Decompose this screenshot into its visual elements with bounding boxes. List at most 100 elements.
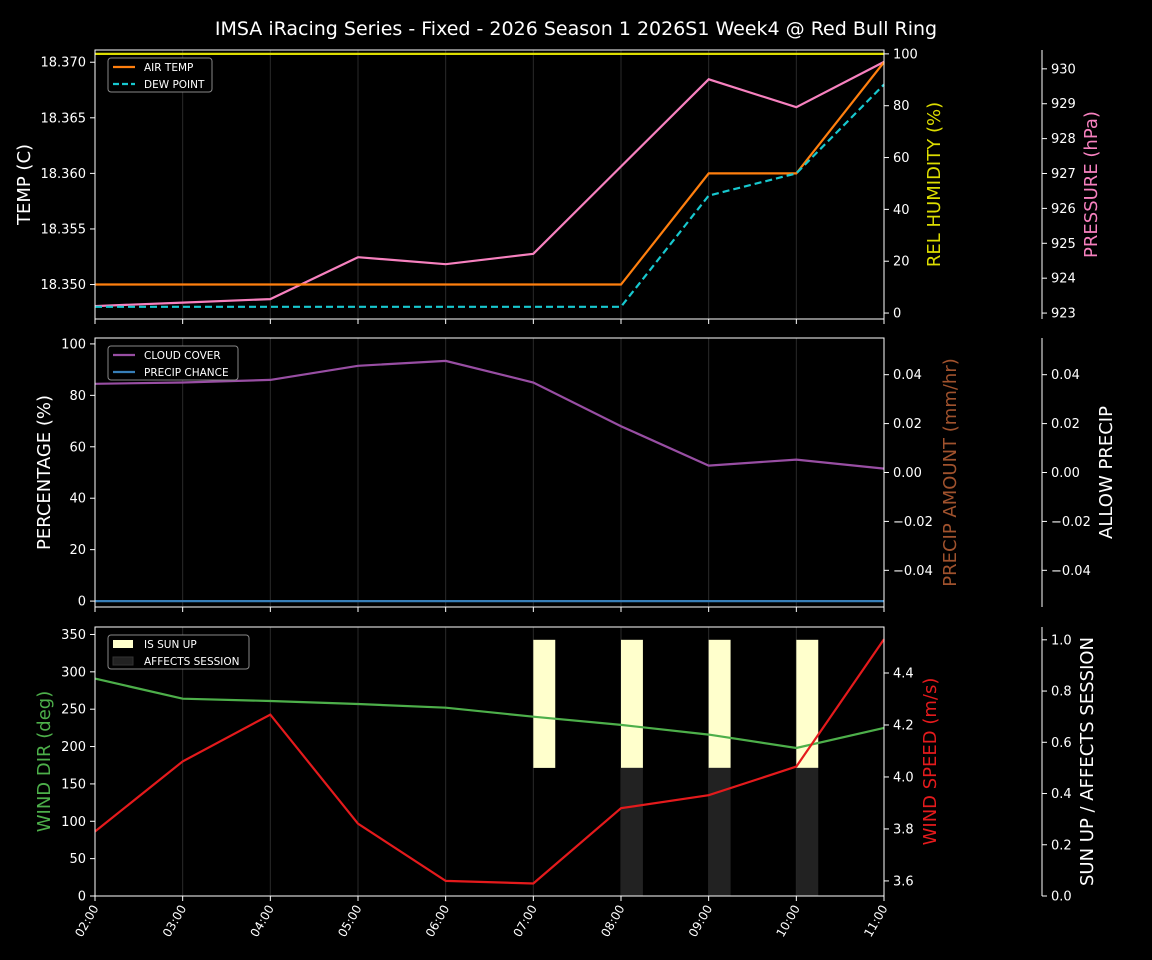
y-tick-label: 60	[69, 440, 86, 455]
y-tick-label: 0	[78, 595, 86, 610]
bar-is-sun-up	[621, 639, 643, 768]
y-tick-label: 0.04	[1051, 368, 1080, 383]
y-tick-label: 0.4	[1051, 787, 1072, 802]
x-tick-label: 06:00	[423, 903, 452, 940]
y-tick-label: 250	[61, 703, 86, 718]
panel-1: 18.350 18.355 18.360 18.365 18.370 TEMP (C) 0 2…	[14, 47, 1102, 324]
legend-label: PRECIP CHANCE	[144, 367, 229, 379]
y-tick-label: 0.00	[893, 466, 922, 481]
x-tick-label: 02:00	[72, 903, 101, 940]
axis-label: PERCENTAGE (%)	[34, 395, 55, 550]
y-tick-label: −0.02	[893, 515, 933, 530]
y-tick-label: 1.0	[1051, 633, 1072, 648]
bar-is-sun-up	[796, 639, 819, 768]
y-tick-label: 4.0	[893, 770, 914, 785]
bar-is-sun-up	[533, 639, 556, 768]
x-tick-label: 08:00	[598, 903, 627, 940]
legend-swatch	[113, 640, 133, 648]
plot-frame	[94, 626, 885, 897]
y-tick-label: 925	[1051, 237, 1076, 252]
y-tick-label: 0.00	[1051, 466, 1080, 481]
y-tick-label: 18.370	[41, 56, 87, 71]
y-tick-label: 20	[69, 543, 86, 558]
legend-box	[107, 345, 239, 381]
y-tick-label: 0.2	[1051, 838, 1072, 853]
y-tick-label: 0	[78, 890, 86, 905]
x-tick-label: 10:00	[774, 903, 803, 940]
axis-label: ALLOW PRECIP	[1096, 406, 1117, 539]
y-tick-label: 100	[893, 47, 918, 62]
y-tick-label: 930	[1051, 62, 1076, 77]
y-tick-label: 0.6	[1051, 736, 1072, 751]
legend-box	[107, 634, 250, 670]
bar-affects-session	[796, 767, 819, 896]
axis-label: PRECIP AMOUNT (mm/hr)	[940, 358, 961, 587]
y-tick-label: 0.02	[1051, 417, 1080, 432]
x-tick-label: 03:00	[160, 903, 189, 940]
y-tick-label: 928	[1051, 132, 1076, 147]
y-tick-label: 350	[61, 628, 86, 643]
y-tick-label: 0.8	[1051, 685, 1072, 700]
y-tick-label: −0.04	[1051, 564, 1091, 579]
y-tick-label: 80	[69, 389, 86, 404]
series-dew-point	[95, 83, 885, 308]
legend: AIR TEMP DEW POINT	[107, 57, 213, 93]
y-tick-label: 4.2	[893, 718, 914, 733]
y-tick-label: 927	[1051, 167, 1076, 182]
axis-label: WIND SPEED (m/s)	[920, 678, 941, 846]
y-tick-label: 926	[1051, 202, 1076, 217]
bar-is-sun-up	[708, 639, 731, 768]
y-tick-label: −0.04	[893, 564, 933, 579]
y-tick-label: 0.02	[893, 417, 922, 432]
y-tick-label: 18.365	[41, 111, 87, 126]
panel-3: 0 50 100 150 200 250 300 350 WIND DIR (deg) 3.6 3.…	[34, 626, 1098, 940]
y-tick-label: 4.4	[893, 667, 914, 682]
y-tick-label: 0.0	[1051, 890, 1072, 905]
legend-label: AIR TEMP	[144, 62, 193, 74]
x-tick-label: 05:00	[335, 903, 364, 940]
y-tick-label: 100	[61, 815, 86, 830]
y-tick-label: 100	[61, 337, 86, 352]
y-tick-label: 3.8	[893, 822, 914, 837]
axis-label: TEMP (C)	[14, 144, 35, 226]
y-tick-label: 50	[69, 852, 86, 867]
legend-label: IS SUN UP	[144, 639, 197, 651]
series-air-temp	[95, 61, 885, 286]
y-tick-label: 40	[893, 203, 910, 218]
legend: CLOUD COVER PRECIP CHANCE	[107, 345, 239, 381]
x-tick-label: 11:00	[861, 903, 890, 940]
x-tick-label: 09:00	[686, 903, 715, 940]
y-tick-label: 20	[893, 255, 910, 270]
axis-label: REL HUMIDITY (%)	[924, 102, 945, 267]
y-tick-label: 924	[1051, 272, 1076, 287]
y-tick-label: 40	[69, 492, 86, 507]
y-tick-label: 0.04	[893, 368, 922, 383]
legend-label: DEW POINT	[144, 79, 205, 91]
axis-label: WIND DIR (deg)	[34, 691, 55, 833]
bar-affects-session	[621, 767, 643, 896]
y-tick-label: 200	[61, 740, 86, 755]
x-tick-label: 07:00	[511, 903, 540, 940]
legend-label: AFFECTS SESSION	[144, 656, 240, 668]
y-tick-label: 18.360	[41, 167, 87, 182]
plot-frame	[94, 49, 885, 320]
legend: IS SUN UP AFFECTS SESSION	[107, 634, 250, 670]
y-tick-label: 3.6	[893, 874, 914, 889]
series-pressure	[94, 60, 885, 308]
panel-2: 0 20 40 60 80 100 PERCENTAGE (%) −0.04 −0.02 0.00…	[34, 337, 1117, 612]
series-wind-dir	[94, 677, 885, 750]
x-tick-label: 04:00	[248, 903, 277, 940]
axis-label: PRESSURE (hPa)	[1081, 111, 1102, 258]
y-tick-label: 923	[1051, 307, 1076, 322]
legend-swatch	[112, 656, 134, 666]
y-tick-label: 929	[1051, 97, 1076, 112]
y-tick-label: −0.02	[1051, 515, 1091, 530]
y-tick-label: 18.350	[41, 278, 87, 293]
y-tick-label: 300	[61, 665, 86, 680]
series-wind-speed	[94, 638, 885, 885]
chart-title: IMSA iRacing Series - Fixed - 2026 Seaso…	[215, 18, 937, 40]
legend-label: CLOUD COVER	[144, 350, 221, 362]
bar-affects-session	[708, 767, 731, 896]
y-tick-label: 60	[893, 151, 910, 166]
